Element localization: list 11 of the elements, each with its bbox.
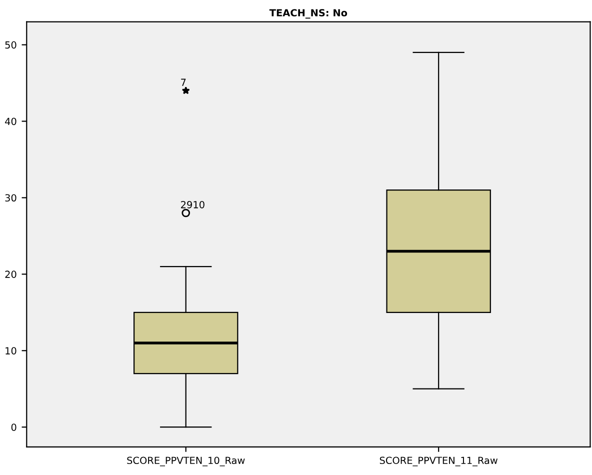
y-tick-label: 50 bbox=[5, 41, 16, 49]
x-tick-label: SCORE_PPVTEN_10_Raw bbox=[127, 456, 245, 466]
y-tick-label: 0 bbox=[11, 424, 16, 431]
y-tick-label: 40 bbox=[5, 118, 16, 126]
y-tick-label: 10 bbox=[6, 347, 16, 354]
annotation: 7 bbox=[181, 78, 186, 86]
annotation: 2910 bbox=[181, 200, 204, 208]
x-tick-label: SCORE_PPVTEN_11_Raw bbox=[380, 456, 498, 466]
y-tick-label: 30 bbox=[5, 194, 16, 202]
chart-title: TEACH_NS: No bbox=[269, 9, 348, 19]
y-tick-label: 20 bbox=[5, 270, 16, 278]
